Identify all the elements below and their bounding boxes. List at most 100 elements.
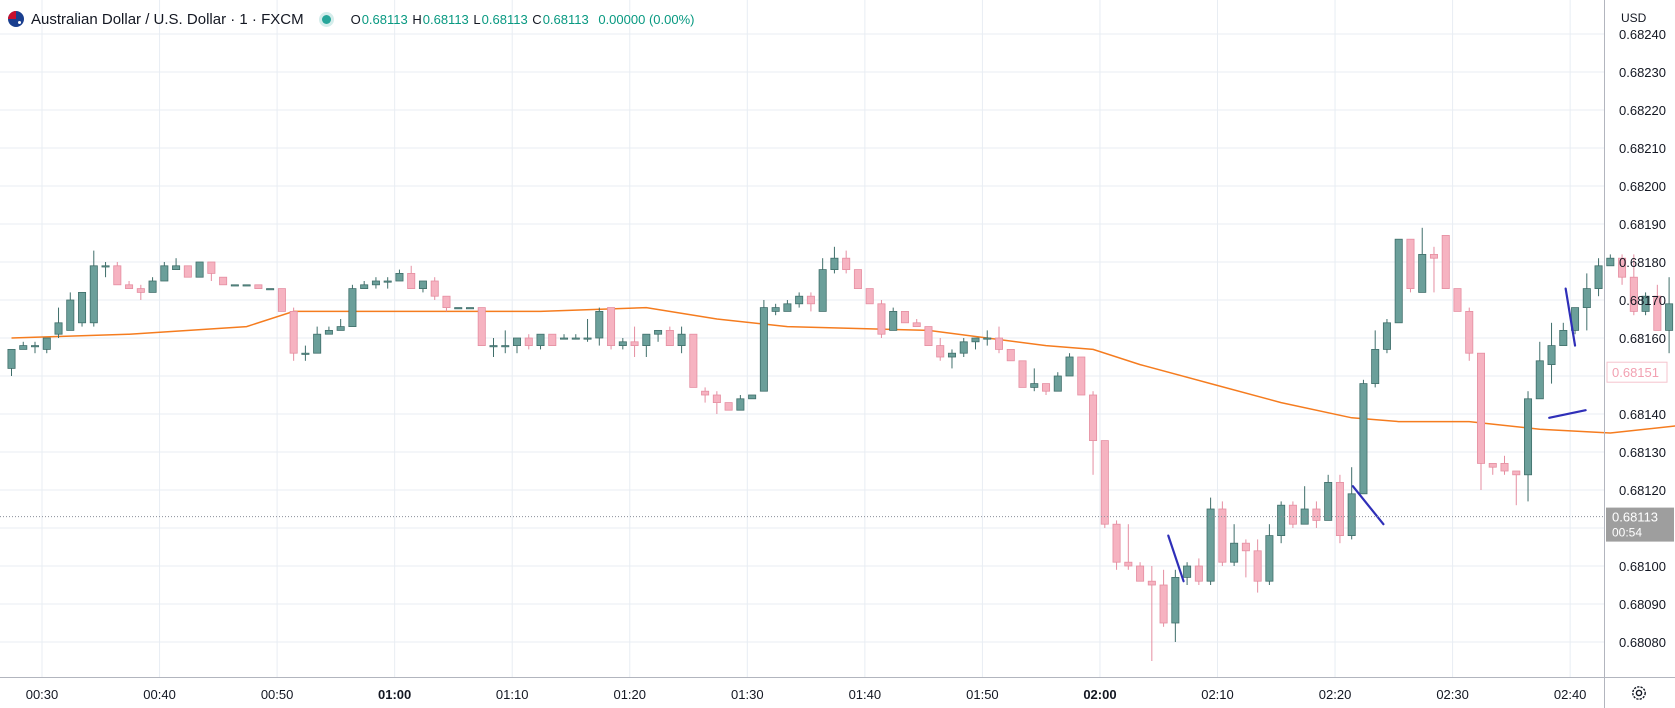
trend-line-annotation[interactable]: [1167, 534, 1185, 583]
symbol-title[interactable]: Australian Dollar / U.S. Dollar · 1 · FX…: [31, 10, 304, 28]
candle: [995, 326, 1004, 354]
trend-annotations-layer[interactable]: [1167, 287, 1587, 583]
market-status-icon[interactable]: [321, 14, 331, 24]
candle: [1606, 254, 1615, 267]
candle-body: [1159, 584, 1168, 624]
chart-header: Australian Dollar / U.S. Dollar · 1 · FX…: [8, 9, 695, 29]
candle: [513, 337, 522, 354]
price-tick-label: 0.68170: [1619, 293, 1666, 308]
candle: [1265, 524, 1274, 585]
candle-body: [701, 390, 710, 396]
candle: [301, 345, 310, 361]
trend-line-annotation[interactable]: [1548, 409, 1587, 419]
candle: [877, 300, 886, 338]
candle-body: [418, 280, 427, 289]
candle-body: [642, 333, 651, 347]
candle: [1665, 277, 1674, 354]
candle: [1042, 383, 1051, 395]
candle: [1089, 391, 1098, 475]
candle-body: [865, 288, 874, 305]
currency-selector[interactable]: USD: [1621, 11, 1647, 25]
candle: [689, 333, 698, 388]
trend-line-annotation[interactable]: [1351, 485, 1385, 526]
candle: [383, 277, 392, 289]
candle-body: [1312, 508, 1321, 521]
candle-body: [1512, 470, 1521, 476]
candle: [1018, 360, 1027, 388]
candle-body: [524, 337, 533, 346]
candle-body: [219, 276, 228, 286]
ohlc-legend: O0.68113 H0.68113 L0.68113 C0.68113 0.00…: [351, 12, 696, 27]
candle-body: [912, 322, 921, 327]
candle: [1453, 288, 1462, 312]
candle-body: [1606, 257, 1615, 267]
candle: [1194, 558, 1203, 585]
candle-body: [595, 310, 604, 339]
price-tick-label: 0.68220: [1619, 103, 1666, 118]
candle-body: [1371, 348, 1380, 384]
candle-body: [1582, 288, 1591, 309]
candle: [89, 250, 98, 327]
candle-body: [1441, 234, 1450, 289]
candle-body: [1653, 295, 1662, 331]
candle-body: [371, 280, 380, 286]
candle: [324, 326, 333, 335]
candle-body: [583, 337, 592, 340]
candle-body: [1241, 542, 1250, 552]
settings-gear-icon[interactable]: [1630, 684, 1648, 702]
bar-countdown-label: 00:54: [1612, 526, 1642, 540]
candle-body: [1053, 375, 1062, 392]
time-tick-label: 02:10: [1201, 687, 1234, 702]
price-tick-label: 0.68210: [1619, 141, 1666, 156]
candle-body: [665, 329, 674, 346]
high-value: 0.68113: [422, 11, 469, 27]
candle-body: [195, 261, 204, 278]
candle: [195, 261, 204, 278]
price-tick-label: 0.68180: [1619, 255, 1666, 270]
candle-body: [1194, 565, 1203, 582]
price-tick-label: 0.68190: [1619, 217, 1666, 232]
candle: [489, 338, 498, 357]
candle-body: [900, 310, 909, 324]
candle: [418, 280, 427, 293]
candle-body: [1171, 577, 1180, 624]
time-tick-label: 01:40: [849, 687, 882, 702]
candle: [607, 307, 616, 350]
candle: [1335, 474, 1344, 544]
candle-body: [889, 310, 898, 331]
candle: [1488, 462, 1497, 475]
candle: [947, 349, 956, 369]
candle-body: [348, 288, 357, 328]
price-tick-label: 0.68240: [1619, 27, 1666, 42]
candle-body: [31, 345, 40, 348]
candle-body: [1183, 565, 1192, 578]
candle: [1512, 470, 1521, 506]
candle-body: [1547, 345, 1556, 366]
candle-body: [266, 288, 275, 291]
candle-body: [454, 307, 463, 310]
candle-body: [630, 341, 639, 346]
candle: [1053, 372, 1062, 392]
candle: [1065, 353, 1074, 377]
candle-body: [66, 299, 75, 331]
candle: [54, 307, 63, 338]
candle-body: [971, 337, 980, 343]
candle-body: [1335, 481, 1344, 536]
candle-body: [442, 295, 451, 309]
candle: [1371, 330, 1380, 388]
candle-body: [172, 265, 181, 270]
trend-line-annotation[interactable]: [1564, 287, 1577, 347]
candle: [501, 330, 510, 354]
candle-body: [724, 402, 733, 411]
candle-body: [324, 329, 333, 335]
candle: [630, 326, 639, 357]
candle: [701, 387, 710, 403]
candle: [1124, 524, 1133, 570]
candle-body: [78, 291, 87, 324]
candle: [1288, 501, 1297, 528]
candle-body: [1065, 356, 1074, 377]
candle: [783, 300, 792, 312]
candle: [759, 300, 768, 392]
candle: [266, 288, 275, 291]
